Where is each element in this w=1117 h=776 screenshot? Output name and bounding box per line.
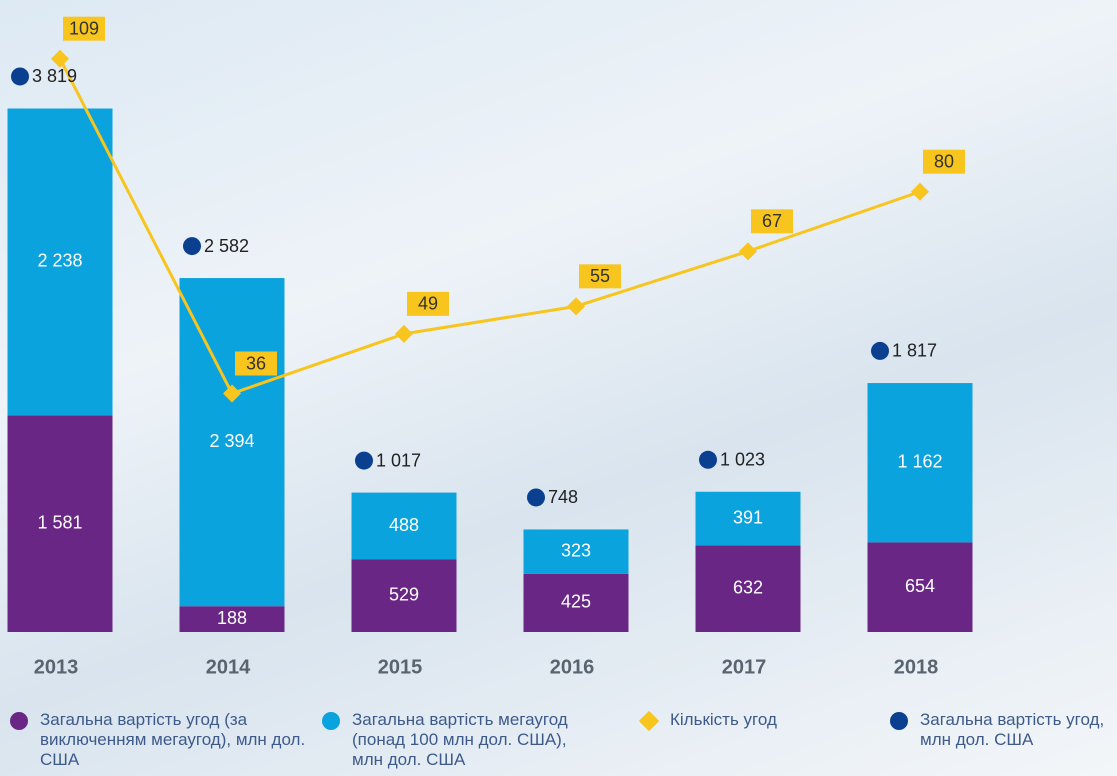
count-label-box xyxy=(235,351,277,376)
x-tick-label: 2015 xyxy=(378,656,423,678)
total-marker xyxy=(527,488,545,507)
total-marker xyxy=(355,451,373,470)
legend-label: Загальна вартість угод (за виключенням м… xyxy=(40,710,306,769)
total-label: 1 817 xyxy=(892,341,937,361)
count-label: 80 xyxy=(934,151,954,171)
count-label: 55 xyxy=(590,266,610,286)
count-label-box xyxy=(407,291,449,316)
bar-segment xyxy=(695,491,801,546)
legend-marker xyxy=(638,710,660,732)
legend-entry: Загальна вартість мегаугод (понад 100 мл… xyxy=(322,710,602,770)
legend-marker xyxy=(890,712,908,730)
legend-entry: Кількість угод xyxy=(638,710,820,732)
count-marker xyxy=(395,324,413,343)
bar-label: 654 xyxy=(905,576,935,596)
bar-segment xyxy=(351,559,457,632)
count-marker xyxy=(51,49,69,68)
bar-segment xyxy=(867,383,973,543)
bar-label: 2 394 xyxy=(209,431,254,451)
legend-label: Загальна вартість мегаугод (понад 100 мл… xyxy=(352,710,568,769)
plot: 1 581 188 529 425 632 654 2 238 2 394 488 323 391 1… xyxy=(7,16,973,678)
bar-segment xyxy=(695,545,801,632)
bar-segment xyxy=(7,108,113,416)
count-marker xyxy=(911,182,929,201)
legend-marker xyxy=(10,712,28,730)
x-tick-label: 2017 xyxy=(722,656,767,678)
bar-label: 529 xyxy=(389,584,419,604)
x-tick-label: 2013 xyxy=(34,656,79,678)
legend-entry: Загальна вартість угод, млн дол. США xyxy=(890,710,1115,750)
total-marker xyxy=(871,341,889,360)
count-label-box xyxy=(923,149,965,174)
bar-label: 425 xyxy=(561,592,591,612)
bar-label: 1 581 xyxy=(37,512,82,532)
count-marker xyxy=(567,297,585,316)
count-marker xyxy=(739,242,757,261)
bar-label: 488 xyxy=(389,515,419,535)
bar-label: 188 xyxy=(217,608,247,628)
bar-label: 632 xyxy=(733,577,763,597)
count-label-box xyxy=(579,264,621,289)
bar-segment xyxy=(179,606,285,632)
x-tick-label: 2016 xyxy=(550,656,595,678)
legend-label: Кількість угод xyxy=(670,710,777,729)
count-label-box xyxy=(751,209,793,234)
bar-segment xyxy=(179,278,285,607)
bar-label: 2 238 xyxy=(37,251,82,271)
total-label: 748 xyxy=(548,487,578,507)
total-marker xyxy=(183,237,201,256)
total-label: 1 023 xyxy=(720,450,765,470)
total-label: 3 819 xyxy=(32,66,77,86)
legend-label: Загальна вартість угод, млн дол. США xyxy=(920,710,1105,749)
total-label: 1 017 xyxy=(376,450,421,470)
total-label: 2 582 xyxy=(204,236,249,256)
count-label: 49 xyxy=(418,294,438,314)
legend-marker xyxy=(322,712,340,730)
total-marker xyxy=(11,67,29,86)
bar-segment xyxy=(867,542,973,632)
bar-label: 1 162 xyxy=(897,451,942,471)
bar-label: 323 xyxy=(561,540,591,560)
total-marker xyxy=(699,450,717,469)
legend-entry: Загальна вартість угод (за виключенням м… xyxy=(10,710,320,770)
count-line xyxy=(58,58,921,396)
bar-segment xyxy=(351,492,457,560)
x-tick-label: 2014 xyxy=(206,656,251,678)
count-label: 109 xyxy=(69,18,99,38)
count-label-box xyxy=(63,16,105,41)
count-label: 36 xyxy=(246,353,266,373)
bar-segment xyxy=(523,573,629,632)
x-tick-label: 2018 xyxy=(894,656,939,678)
bar-segment xyxy=(7,415,113,632)
bar-label: 391 xyxy=(733,507,763,527)
bar-segment xyxy=(523,529,629,574)
count-marker xyxy=(223,384,241,403)
count-label: 67 xyxy=(762,211,782,231)
